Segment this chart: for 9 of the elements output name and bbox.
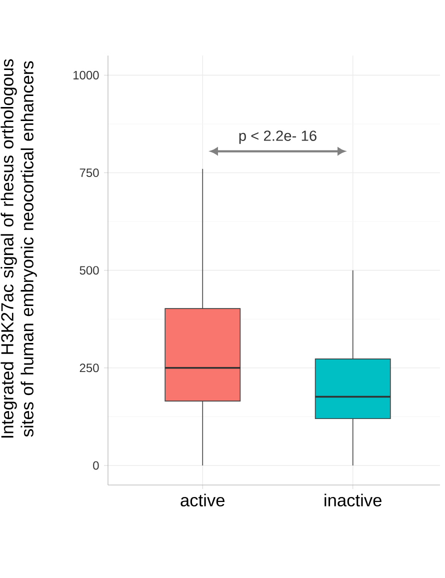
annotation: p < 2.2e- 16 xyxy=(239,130,316,144)
y-tick-label: 750 xyxy=(80,168,99,178)
x-tick-label: inactive xyxy=(324,494,382,506)
x-tick-label: active xyxy=(180,494,224,506)
y-tick-label: 250 xyxy=(80,364,99,372)
y-tick-label: 500 xyxy=(80,266,99,275)
y-tick-label: 0 xyxy=(93,461,99,470)
y-axis-title: Integrated H3K27ac signal of rhesus orthologous sites of human embryonic neocortical enhancers xyxy=(0,59,37,438)
y-tick-label: 1000 xyxy=(74,70,99,80)
